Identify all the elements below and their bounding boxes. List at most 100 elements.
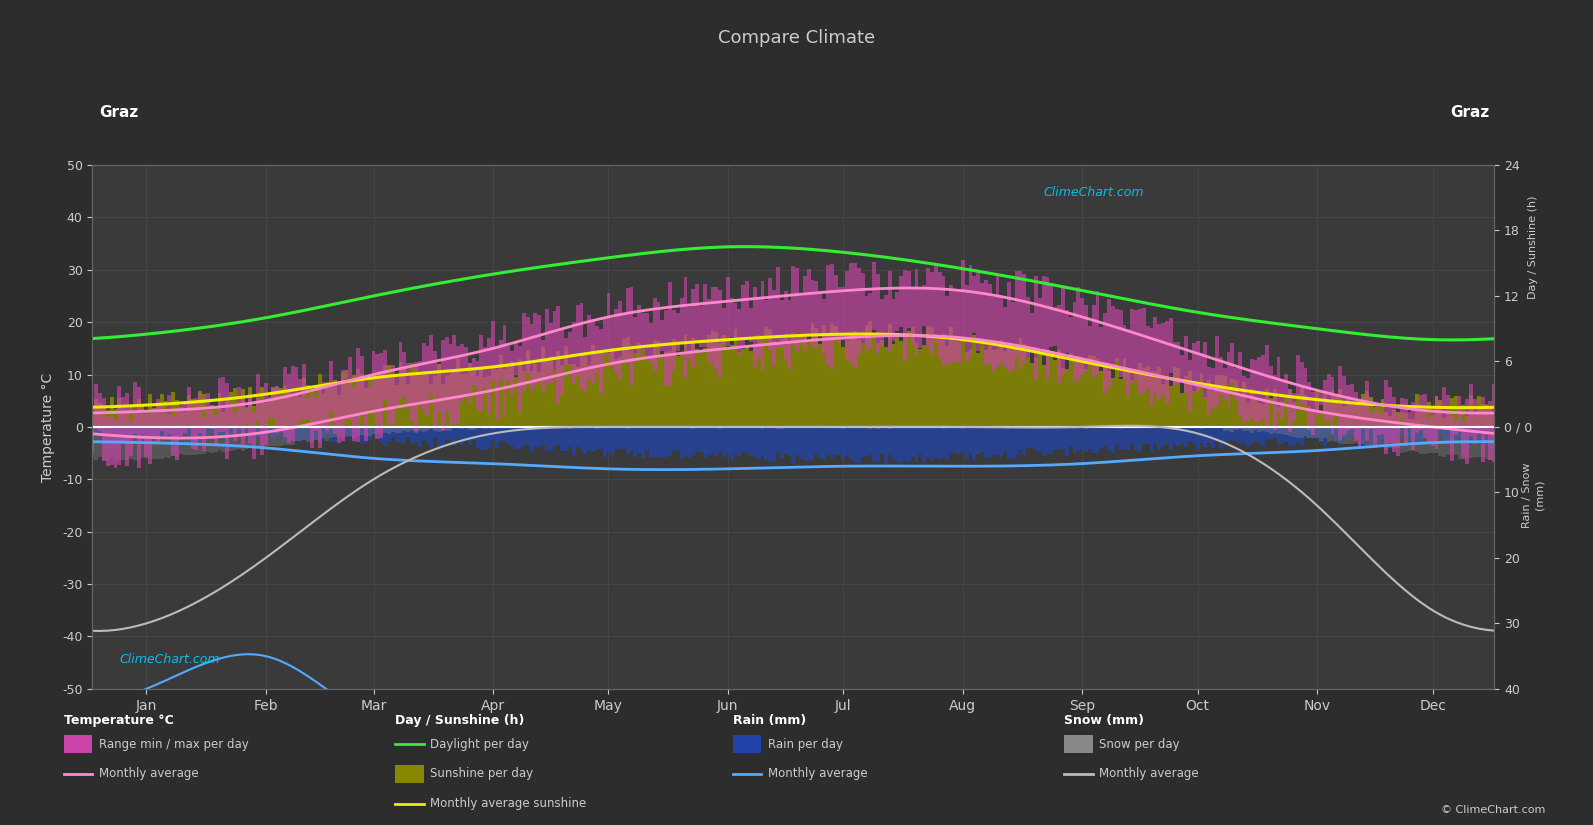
Bar: [317, 427, 322, 439]
Bar: [1150, 427, 1153, 428]
Bar: [876, 427, 879, 462]
Bar: [1316, 394, 1319, 415]
Bar: [1400, 427, 1403, 453]
Bar: [164, 427, 167, 457]
Bar: [1327, 427, 1330, 442]
Bar: [306, 427, 311, 442]
Bar: [526, 317, 529, 373]
Bar: [792, 427, 795, 464]
Bar: [126, 409, 129, 427]
Bar: [1042, 427, 1045, 455]
Bar: [314, 427, 317, 440]
Text: © ClimeChart.com: © ClimeChart.com: [1440, 805, 1545, 815]
Bar: [984, 280, 988, 365]
Bar: [938, 271, 941, 357]
Bar: [753, 427, 757, 457]
Bar: [634, 317, 637, 353]
Text: Monthly average: Monthly average: [768, 767, 868, 780]
Bar: [314, 398, 317, 431]
Bar: [1123, 358, 1126, 427]
Bar: [495, 347, 499, 421]
Bar: [1338, 427, 1343, 446]
Bar: [626, 427, 629, 455]
Bar: [691, 427, 695, 429]
Bar: [621, 314, 626, 359]
Bar: [1235, 427, 1238, 430]
Bar: [1276, 356, 1281, 412]
Bar: [390, 427, 395, 438]
Bar: [1192, 427, 1196, 445]
Bar: [499, 340, 502, 380]
Bar: [1077, 287, 1080, 380]
Bar: [691, 289, 695, 367]
Bar: [363, 388, 368, 427]
Bar: [781, 427, 784, 458]
Bar: [507, 427, 510, 428]
Bar: [653, 427, 656, 457]
Bar: [1438, 401, 1442, 426]
Bar: [317, 385, 322, 449]
Bar: [444, 375, 449, 427]
Bar: [352, 427, 357, 441]
Bar: [1381, 427, 1384, 446]
Bar: [368, 427, 371, 436]
Bar: [102, 427, 105, 460]
Bar: [642, 427, 645, 458]
Bar: [1477, 427, 1481, 457]
Bar: [1243, 382, 1246, 427]
Bar: [1039, 427, 1042, 452]
Bar: [175, 427, 178, 442]
Bar: [1088, 326, 1091, 366]
Bar: [1357, 400, 1362, 446]
Bar: [1219, 375, 1223, 427]
Bar: [1284, 395, 1289, 427]
Bar: [1381, 427, 1384, 439]
Bar: [1085, 427, 1088, 452]
Bar: [722, 427, 726, 457]
Bar: [105, 411, 110, 427]
Bar: [1034, 427, 1039, 450]
Bar: [1466, 427, 1469, 442]
Bar: [1273, 389, 1276, 427]
Bar: [773, 290, 776, 365]
Bar: [846, 271, 849, 361]
Bar: [175, 408, 178, 460]
Bar: [996, 276, 999, 366]
Bar: [425, 375, 430, 427]
Bar: [99, 403, 102, 427]
Bar: [1080, 298, 1085, 375]
Bar: [1289, 390, 1292, 432]
Bar: [661, 427, 664, 458]
Bar: [957, 427, 961, 428]
Bar: [1319, 427, 1322, 441]
Bar: [464, 346, 468, 396]
Bar: [256, 427, 260, 447]
Bar: [271, 388, 276, 417]
Bar: [672, 339, 675, 427]
Bar: [1188, 371, 1192, 427]
Bar: [175, 427, 178, 456]
Bar: [436, 427, 441, 447]
Bar: [1211, 427, 1215, 448]
Bar: [502, 324, 507, 417]
Bar: [1257, 403, 1262, 427]
Bar: [615, 359, 618, 427]
Bar: [1427, 419, 1431, 443]
Bar: [819, 427, 822, 458]
Bar: [1303, 427, 1308, 439]
Bar: [1454, 420, 1458, 436]
Bar: [191, 427, 194, 455]
Bar: [1373, 407, 1376, 427]
Bar: [436, 365, 441, 412]
Bar: [349, 427, 352, 437]
Bar: [800, 294, 803, 340]
Bar: [1134, 427, 1137, 450]
Text: ClimeChart.com: ClimeChart.com: [119, 653, 220, 666]
Bar: [237, 427, 241, 450]
Bar: [1292, 394, 1295, 421]
Bar: [1104, 427, 1107, 446]
Bar: [515, 427, 518, 450]
Bar: [1392, 410, 1395, 427]
Bar: [1423, 410, 1427, 427]
Bar: [1292, 427, 1295, 446]
